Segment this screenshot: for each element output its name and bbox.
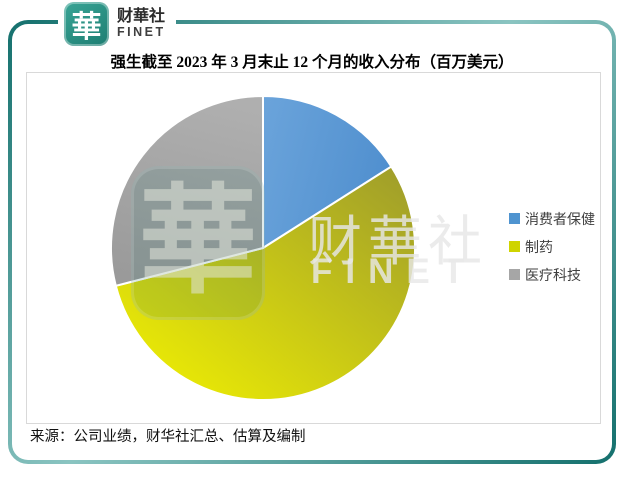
legend-swatch-yellow: [509, 241, 520, 252]
legend-label: 医疗科技: [525, 268, 581, 284]
legend-item-medtech: 医疗科技: [509, 265, 595, 284]
legend-swatch-gray: [509, 269, 520, 280]
pie-legend: 消费者保健 制药 医疗科技: [509, 209, 595, 284]
plot-area: 華 财華社 FINET 消费者保健 制药 医疗科技: [26, 72, 601, 424]
pie-slice-2: [110, 95, 264, 287]
logo-name-en: FINET: [117, 24, 166, 39]
legend-item-consumer-health: 消费者保健: [509, 209, 595, 228]
legend-label: 制药: [525, 240, 553, 256]
pie-chart: [110, 95, 416, 401]
source-note: 来源：公司业绩，财华社汇总、估算及编制: [30, 429, 306, 445]
legend-label: 消费者保健: [525, 212, 595, 228]
chart-title: 强生截至 2023 年 3 月末止 12 个月的收入分布（百万美元）: [110, 54, 514, 71]
finet-logo: 華 财華社 FINET: [58, 0, 176, 48]
finet-logo-icon: 華: [64, 2, 109, 46]
legend-item-pharma: 制药: [509, 237, 595, 256]
logo-hua-glyph: 華: [71, 11, 102, 44]
legend-swatch-blue: [509, 213, 520, 224]
logo-text: 财華社 FINET: [117, 8, 166, 39]
logo-name-cn: 财華社: [117, 8, 166, 26]
pie-slice-0: [262, 95, 393, 249]
pie-slice-1: [114, 165, 416, 401]
